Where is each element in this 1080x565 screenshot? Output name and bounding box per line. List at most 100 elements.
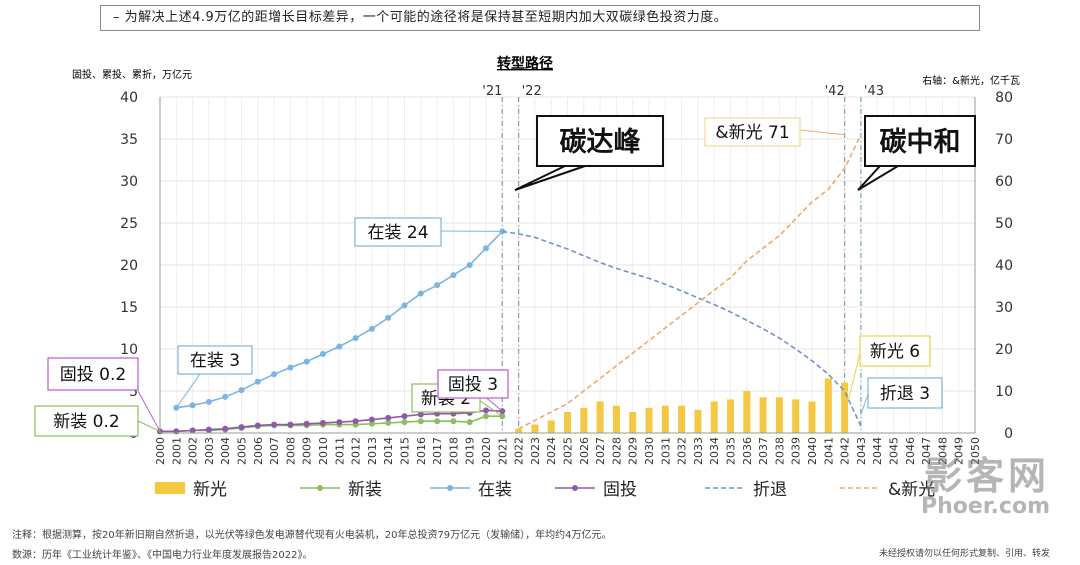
bar-xinguang xyxy=(678,405,686,433)
series-point-固投 xyxy=(320,419,326,426)
x-tick-label: 2035 xyxy=(725,437,738,465)
x-tick-label: 2016 xyxy=(415,437,428,465)
bar-xinguang xyxy=(645,407,653,433)
legend-marker xyxy=(572,485,578,491)
label-gutou-3: 固投 3 xyxy=(448,375,498,395)
series-point-在装 xyxy=(483,245,489,252)
label-xinguang-6-box xyxy=(859,335,931,367)
bar-xinguang xyxy=(612,405,620,433)
x-tick-label: 2004 xyxy=(219,437,232,465)
chart-title: 转型路径 xyxy=(497,55,553,72)
x-tick-label: 2046 xyxy=(904,437,917,465)
x-tick-label: 2031 xyxy=(659,437,672,465)
bar-xinguang xyxy=(841,382,849,433)
x-tick-label: 2047 xyxy=(920,437,933,465)
series-point-在装 xyxy=(336,343,343,350)
series-point-固投 xyxy=(401,413,408,420)
x-tick-label: 2025 xyxy=(562,437,575,465)
x-tick-label: 2041 xyxy=(822,437,835,465)
x-tick-label: 2033 xyxy=(692,437,705,465)
legend-label: 新装 xyxy=(348,480,382,500)
x-tick-label: 2043 xyxy=(855,437,868,465)
label-xinzhuang-02-box xyxy=(34,405,139,437)
x-tick-label: 2042 xyxy=(839,437,852,465)
copyright-note: 未经授权请勿以任何形式复制、引用、转发 xyxy=(878,549,1050,559)
right-tick-label: 30 xyxy=(995,300,1013,316)
series-point-固投 xyxy=(254,422,261,429)
left-tick-label: 5 xyxy=(129,384,138,400)
x-tick-label: 2015 xyxy=(399,437,412,465)
bar-xinguang xyxy=(661,405,669,433)
x-tick-label: 2021 xyxy=(496,437,509,465)
right-tick-label: 10 xyxy=(995,384,1013,400)
series-point-在装 xyxy=(450,272,457,279)
x-tick-label: 2000 xyxy=(154,437,167,465)
series-point-在装 xyxy=(320,351,326,358)
series-point-在装 xyxy=(368,325,375,332)
x-tick-label: 2005 xyxy=(236,437,249,465)
series-point-在装 xyxy=(385,314,392,321)
year-marker-label: '42 xyxy=(825,84,845,99)
series-point-新装 xyxy=(466,419,473,426)
series-point-新装 xyxy=(450,418,457,425)
series-point-在装 xyxy=(303,358,310,365)
year-marker-label: '43 xyxy=(864,84,884,99)
left-tick-label: 15 xyxy=(120,300,138,316)
series-point-在装 xyxy=(189,402,196,409)
bar-xinguang xyxy=(694,409,702,433)
x-tick-label: 2014 xyxy=(382,437,395,465)
series-point-固投 xyxy=(483,407,489,414)
label-xinguang-6: 新光 6 xyxy=(870,342,920,362)
series-point-在装 xyxy=(271,371,278,378)
right-tick-label: 40 xyxy=(995,258,1013,274)
x-tick-label: 2008 xyxy=(284,437,297,465)
x-tick-label: 2013 xyxy=(366,437,379,465)
bar-xinguang xyxy=(727,399,734,433)
series-point-固投 xyxy=(238,424,245,431)
series-point-在装 xyxy=(417,290,424,297)
x-tick-label: 2019 xyxy=(464,437,477,465)
series-point-固投 xyxy=(222,425,229,432)
x-tick-label: 2028 xyxy=(610,437,623,465)
series-point-在装 xyxy=(205,398,212,405)
leader-line xyxy=(137,420,161,432)
bar-xinguang xyxy=(547,420,555,433)
series-point-固投 xyxy=(189,427,196,434)
left-tick-label: 20 xyxy=(120,258,138,274)
x-tick-label: 2049 xyxy=(953,437,966,465)
bar-xinguang xyxy=(775,397,783,433)
x-tick-label: 2027 xyxy=(594,437,607,465)
x-tick-label: 2050 xyxy=(969,437,982,465)
series-point-在装 xyxy=(222,393,229,400)
transition-path-chart: 转型路径 固投、累投、累折，万亿元 右轴：&新光，亿千瓦 '21 '22 '42 '4… xyxy=(34,55,1020,500)
label-gutou-02: 固投 0.2 xyxy=(60,365,126,385)
legend-label: &新光 xyxy=(888,480,935,500)
series-point-新装 xyxy=(385,419,392,426)
bar-xinguang xyxy=(580,407,588,433)
x-tick-label: 2020 xyxy=(480,437,493,465)
label-neutral-bubble xyxy=(857,115,976,191)
x-tick-label: 2032 xyxy=(676,437,689,465)
x-tick-label: 2010 xyxy=(317,437,330,465)
x-tick-label: 2036 xyxy=(741,437,754,465)
x-tick-label: 2002 xyxy=(187,437,200,465)
label-zaizhuang-3: 在装 3 xyxy=(190,351,240,371)
legend-label: 固投 xyxy=(603,480,637,500)
series-point-新装 xyxy=(368,420,375,427)
bar-xinguang xyxy=(759,397,767,433)
bar-xinguang xyxy=(531,424,539,433)
x-tick-label: 2045 xyxy=(888,437,901,465)
legend-marker xyxy=(317,485,323,491)
right-axis-label: 右轴：&新光，亿千瓦 xyxy=(922,74,1020,87)
series-point-新装 xyxy=(401,419,408,426)
series-point-新装 xyxy=(434,418,441,425)
label-neutral: 碳中和 xyxy=(880,127,961,158)
series-line-&新光 xyxy=(518,134,862,430)
series-point-固投 xyxy=(368,416,375,423)
footnote-note: 注释：根据测算，按20年新旧期自然折退，以光伏等绿色发电源替代现有火电装机，20… xyxy=(12,530,612,541)
legend-swatch xyxy=(155,482,185,494)
label-zhetui-3-box xyxy=(867,377,943,409)
label-peak-bubble xyxy=(514,115,664,191)
x-tick-label: 2011 xyxy=(333,437,346,465)
label-zaizhuang-3-box xyxy=(177,345,253,375)
